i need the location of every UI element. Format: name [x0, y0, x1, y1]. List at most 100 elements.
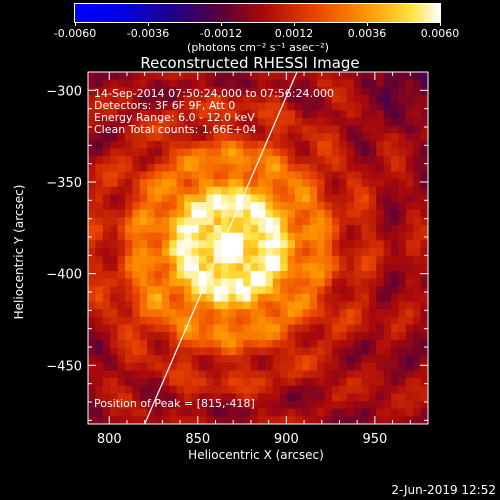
heatmap-cell [95, 94, 104, 104]
heatmap-cell [117, 263, 126, 272]
heatmap-cell [124, 408, 133, 417]
heatmap-cell [294, 148, 303, 157]
heatmap-cell [95, 286, 104, 295]
heatmap-cell [405, 286, 414, 295]
heatmap-cell [206, 255, 215, 264]
heatmap-cell [243, 385, 252, 394]
heatmap-cell [161, 186, 170, 196]
heatmap-cell [280, 286, 289, 295]
heatmap-cell [405, 347, 414, 356]
heatmap-cell [198, 309, 207, 318]
heatmap-cell [361, 401, 370, 410]
heatmap-cell [324, 79, 333, 88]
heatmap-cell [287, 255, 296, 264]
heatmap-cell [346, 102, 355, 111]
heatmap-cell [258, 209, 266, 218]
heatmap-cell [361, 179, 370, 188]
heatmap-cell [413, 225, 422, 234]
heatmap-cell [191, 102, 200, 111]
heatmap-cell [368, 79, 377, 88]
heatmap-cell [317, 209, 326, 218]
heatmap-cell [272, 194, 281, 203]
heatmap-cell [346, 248, 355, 257]
heatmap-cell [346, 316, 355, 326]
heatmap-cell [405, 393, 414, 402]
heatmap-cell [383, 378, 392, 387]
heatmap-cell [139, 125, 148, 134]
heatmap-cell [398, 110, 407, 119]
heatmap-cell [368, 217, 377, 226]
heatmap-cell [243, 270, 252, 280]
heatmap-cell [198, 332, 207, 341]
heatmap-cell [331, 125, 340, 134]
heatmap-cell [294, 102, 303, 111]
heatmap-cell [176, 370, 185, 379]
heatmap-cell [317, 393, 326, 402]
heatmap-cell [368, 125, 377, 134]
heatmap-cell [309, 255, 318, 264]
heatmap-cell [206, 171, 215, 180]
heatmap-cell [294, 248, 303, 257]
heatmap-cell [235, 79, 244, 88]
heatmap-cell [243, 416, 252, 424]
heatmap-cell [272, 255, 281, 264]
heatmap-cell [139, 416, 148, 424]
heatmap-cell [250, 263, 259, 272]
heatmap-cell [376, 102, 385, 111]
heatmap-cell [383, 286, 392, 295]
heatmap-cell [124, 263, 133, 272]
heatmap-cell [413, 301, 422, 310]
heatmap-cell [405, 179, 414, 188]
heatmap-cell [191, 255, 200, 264]
heatmap-cell [132, 79, 141, 88]
heatmap-cell [272, 225, 281, 234]
heatmap-cell [191, 370, 200, 379]
heatmap-cell [235, 179, 244, 188]
heatmap-cell [383, 332, 392, 341]
heatmap-cell [413, 87, 422, 96]
heatmap-cell [376, 385, 385, 394]
heatmap-cell [398, 370, 407, 379]
heatmap-cell [184, 416, 193, 424]
heatmap-cell [354, 156, 363, 165]
heatmap-cell [339, 263, 348, 272]
heatmap-cell [221, 72, 230, 81]
heatmap-cell [235, 156, 244, 165]
heatmap-cell [221, 102, 230, 111]
heatmap-cell [265, 110, 274, 119]
heatmap-cell [169, 393, 178, 402]
colorbar-tick [440, 22, 441, 26]
heatmap-cell [324, 248, 333, 257]
heatmap-cell [413, 194, 422, 203]
heatmap-cell [206, 156, 215, 165]
heatmap-cell [228, 278, 237, 287]
heatmap-cell [154, 232, 163, 241]
heatmap-cell [368, 316, 377, 326]
heatmap-cell [331, 270, 340, 280]
heatmap-cell [184, 263, 193, 272]
heatmap-cell [88, 125, 96, 134]
heatmap-cell [176, 332, 185, 341]
heatmap-cell [154, 79, 163, 88]
heatmap-cell [198, 94, 207, 104]
heatmap-cell [398, 393, 407, 402]
heatmap-cell [147, 240, 156, 249]
heatmap-cell [124, 102, 133, 111]
heatmap-cell [88, 225, 96, 234]
heatmap-cell [354, 355, 363, 364]
heatmap-cell [383, 117, 392, 127]
heatmap-cell [228, 339, 237, 349]
heatmap-cell [368, 370, 377, 379]
heatmap-cell [213, 301, 222, 310]
heatmap-cell [206, 408, 215, 417]
heatmap-cell [228, 117, 237, 127]
heatmap-cell [287, 202, 296, 211]
heatmap-cell [317, 202, 326, 211]
heatmap-cell [198, 232, 207, 241]
heatmap-cell [169, 202, 178, 211]
heatmap-cell [368, 156, 377, 165]
heatmap-cell [154, 186, 163, 196]
heatmap-cell [132, 209, 141, 218]
heatmap-cell [139, 293, 148, 303]
heatmap-cell [354, 240, 363, 249]
